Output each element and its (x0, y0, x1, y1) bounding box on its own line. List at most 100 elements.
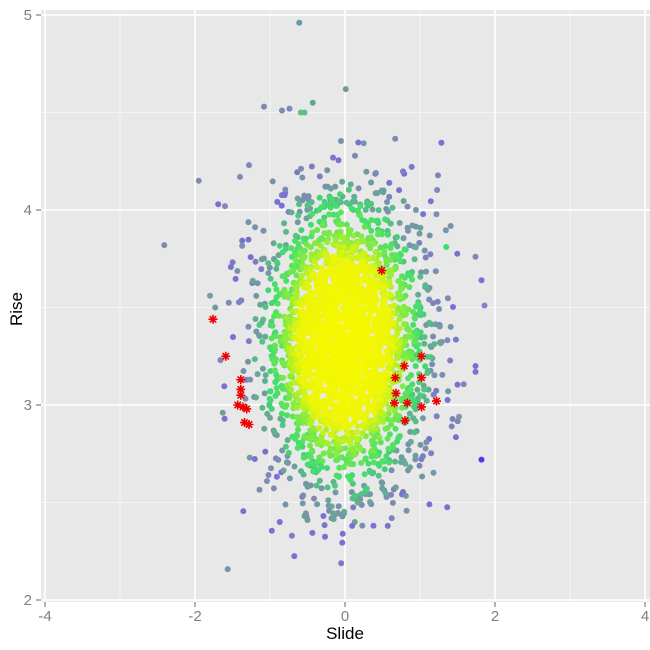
cloud-point (435, 172, 441, 179)
cloud-point (368, 447, 375, 454)
cloud-point (299, 443, 306, 450)
cloud-point (325, 409, 332, 415)
cloud-point (415, 291, 422, 298)
cloud-point (252, 316, 259, 322)
cloud-point (309, 447, 316, 454)
cloud-point (268, 405, 275, 412)
outlier-point (472, 368, 479, 375)
cloud-point (304, 343, 310, 350)
cloud-point (256, 322, 263, 328)
cloud-point (254, 371, 261, 378)
cloud-point (392, 425, 399, 432)
cloud-point (312, 301, 318, 308)
cloud-point (290, 400, 297, 407)
cloud-point (430, 469, 437, 476)
cloud-point (333, 334, 340, 341)
cloud-point (300, 256, 306, 263)
cloud-point (392, 484, 399, 491)
cloud-point (335, 357, 342, 364)
cloud-point (452, 336, 459, 343)
cloud-point (436, 323, 443, 330)
cloud-point (311, 240, 318, 247)
cloud-point (348, 270, 355, 277)
cloud-point (375, 472, 382, 479)
cloud-point (240, 508, 247, 515)
cloud-point (385, 445, 392, 452)
cloud-point (384, 231, 391, 238)
cloud-point (336, 464, 343, 471)
cloud-point (416, 230, 423, 237)
cloud-point (267, 275, 274, 282)
red-asterisk-point (391, 388, 401, 398)
cloud-point (335, 503, 342, 510)
cloud-point (316, 424, 323, 431)
cloud-point (385, 306, 392, 313)
red-asterisk-point (236, 390, 246, 400)
cloud-point (388, 515, 395, 522)
cloud-point (319, 222, 326, 229)
highlight-points-layer (208, 265, 441, 429)
cloud-point (314, 227, 321, 233)
cloud-point (308, 251, 315, 258)
cloud-point (283, 228, 289, 235)
cloud-point (298, 227, 305, 234)
cloud-point (436, 306, 443, 312)
cloud-point (320, 450, 327, 457)
cloud-point (317, 242, 324, 249)
cloud-point (396, 363, 403, 370)
cloud-point (321, 338, 328, 345)
cloud-point (422, 254, 429, 261)
cloud-point (349, 406, 356, 413)
cloud-point (293, 292, 300, 299)
cloud-point (358, 400, 365, 407)
cloud-point (382, 425, 389, 432)
cloud-point (271, 367, 278, 374)
cloud-point (259, 404, 266, 411)
cloud-point (259, 365, 266, 372)
cloud-point (267, 397, 274, 404)
cloud-point (320, 349, 327, 356)
cloud-point (330, 516, 337, 523)
cloud-point (421, 247, 428, 254)
cloud-point (368, 347, 375, 354)
cloud-point (335, 157, 342, 164)
cloud-point (279, 447, 286, 454)
outlier-point (472, 363, 479, 369)
cloud-point (319, 236, 326, 243)
cloud-point (387, 245, 394, 251)
cloud-point (359, 430, 366, 436)
cloud-point (379, 302, 386, 309)
cloud-point (309, 229, 316, 236)
cloud-point (386, 193, 393, 200)
cloud-point (448, 423, 455, 430)
cloud-point (383, 453, 390, 460)
cloud-point (274, 198, 281, 205)
cloud-point (431, 372, 438, 379)
cloud-point (321, 297, 328, 304)
red-asterisk-point (390, 398, 399, 408)
cloud-point (340, 464, 347, 471)
cloud-point (280, 467, 287, 474)
cloud-point (449, 416, 456, 422)
cloud-point (392, 458, 398, 465)
cloud-point (347, 358, 354, 365)
cloud-point (410, 403, 417, 410)
cloud-point (310, 468, 317, 475)
cloud-point (327, 185, 334, 192)
cloud-point (377, 439, 384, 446)
cloud-point (316, 173, 323, 180)
y-tick-label-1: 3 (24, 397, 32, 414)
x-tick-label-0: -4 (38, 608, 51, 625)
red-asterisk-point (432, 396, 441, 406)
cloud-point (334, 456, 341, 463)
cloud-point (311, 271, 318, 278)
cloud-point (340, 244, 347, 251)
cloud-point (378, 409, 385, 416)
cloud-point (365, 315, 372, 322)
cloud-point (380, 187, 387, 194)
cloud-point (372, 367, 379, 374)
cloud-point (280, 374, 287, 381)
cloud-point (450, 304, 456, 310)
cloud-point (354, 423, 361, 430)
